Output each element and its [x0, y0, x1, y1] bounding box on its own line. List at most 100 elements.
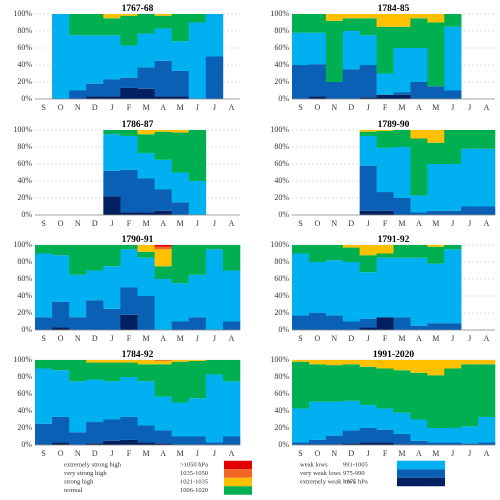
bar-segment: [137, 152, 155, 179]
bar-segment: [188, 360, 207, 361]
bar-segment: [427, 375, 445, 428]
bar-segment: [171, 132, 190, 173]
bar-segment: [120, 169, 138, 213]
bar-segment: [444, 210, 462, 215]
y-tick-label: 100%: [13, 355, 32, 364]
bar-segment: [205, 14, 224, 57]
bar-segment: [188, 14, 207, 23]
bar-segment: [69, 245, 87, 275]
bar-segment: [69, 274, 87, 318]
bar-segment: [154, 266, 172, 279]
bar-segment: [120, 314, 138, 330]
y-tick-label: 40%: [17, 60, 32, 69]
bar-segment: [52, 370, 70, 417]
bar-segment: [222, 245, 241, 271]
x-tick-label: M: [398, 449, 405, 458]
bar-segment: [427, 246, 445, 264]
panel-title: 1791-92: [378, 235, 410, 245]
bar-segment: [171, 245, 190, 284]
legend-swatch: [224, 460, 252, 470]
bar-segment: [137, 134, 155, 153]
bar-segment: [342, 247, 360, 262]
y-tick-label: 20%: [17, 77, 32, 86]
bar-segment: [393, 14, 411, 27]
x-tick-label: J: [367, 219, 370, 228]
legend-name: weak lows: [300, 461, 328, 468]
y-tick-label: 80%: [274, 26, 289, 35]
bar-segment: [35, 245, 53, 254]
x-tick-label: M: [432, 334, 439, 343]
bar-segment: [444, 249, 462, 324]
x-tick-label: O: [314, 103, 320, 112]
bar-segment: [478, 206, 496, 215]
y-tick-label: 20%: [17, 423, 32, 432]
bar-segment: [222, 360, 241, 382]
bar-segment: [292, 360, 310, 362]
legend-name: extremely strong high: [64, 461, 122, 468]
bar-segment: [137, 178, 155, 213]
y-tick-label: 80%: [274, 142, 289, 151]
x-tick-label: J: [451, 449, 454, 458]
x-tick-label: J: [367, 334, 370, 343]
bar-segment: [86, 362, 104, 380]
bar-segment: [444, 368, 462, 428]
x-tick-label: F: [383, 449, 388, 458]
bar-segment: [342, 31, 360, 70]
bar-segment: [359, 428, 377, 443]
bar-segment: [461, 360, 479, 365]
bar-segment: [325, 260, 344, 316]
bar-segment: [410, 138, 428, 196]
bar-segment: [461, 364, 479, 427]
bar-segment: [342, 14, 360, 19]
bar-segment: [205, 249, 224, 330]
bar-segment: [188, 245, 207, 275]
y-tick-label: 80%: [274, 372, 289, 381]
bar-segment: [410, 245, 428, 258]
y-tick-label: 0%: [21, 210, 32, 219]
bar-segment: [376, 429, 394, 443]
bar-segment: [154, 396, 172, 431]
bar-segment: [171, 402, 190, 437]
bar-segment: [69, 14, 87, 36]
legend-range: 1006-1020: [180, 487, 208, 494]
x-tick-label: A: [229, 219, 235, 228]
bar-segment: [103, 245, 121, 267]
y-tick-label: 20%: [274, 77, 289, 86]
bar-segment: [308, 313, 327, 330]
x-tick-label: D: [92, 103, 98, 112]
x-tick-label: A: [416, 219, 422, 228]
bar-segment: [154, 279, 172, 330]
bar-segment: [292, 442, 310, 445]
x-tick-label: S: [41, 219, 45, 228]
bar-segment: [325, 444, 344, 445]
bar-segment: [444, 90, 462, 99]
x-tick-label: D: [348, 219, 354, 228]
bar-segment: [325, 401, 344, 436]
bar-segment: [86, 300, 104, 330]
bar-segment: [325, 315, 344, 330]
bar-segment: [120, 360, 138, 363]
y-tick-label: 100%: [270, 355, 289, 364]
bar-segment: [120, 377, 138, 417]
bar-segment: [427, 142, 445, 164]
x-tick-label: N: [331, 103, 337, 112]
bar-segment: [461, 206, 479, 215]
x-tick-label: S: [298, 219, 302, 228]
y-tick-label: 80%: [274, 257, 289, 266]
bar-segment: [292, 408, 310, 443]
bar-segment: [120, 439, 138, 445]
x-tick-label: F: [127, 219, 132, 228]
bar-segment: [292, 245, 310, 254]
bar-segment: [410, 130, 428, 139]
x-tick-label: N: [331, 219, 337, 228]
bar-segment: [69, 35, 87, 91]
x-tick-label: D: [348, 449, 354, 458]
bar-segment: [444, 130, 462, 164]
y-tick-label: 20%: [17, 193, 32, 202]
x-tick-label: M: [177, 334, 184, 343]
bar-segment: [359, 165, 377, 211]
bar-segment: [308, 14, 327, 33]
y-tick-label: 60%: [17, 389, 32, 398]
bar-segment: [427, 130, 445, 143]
